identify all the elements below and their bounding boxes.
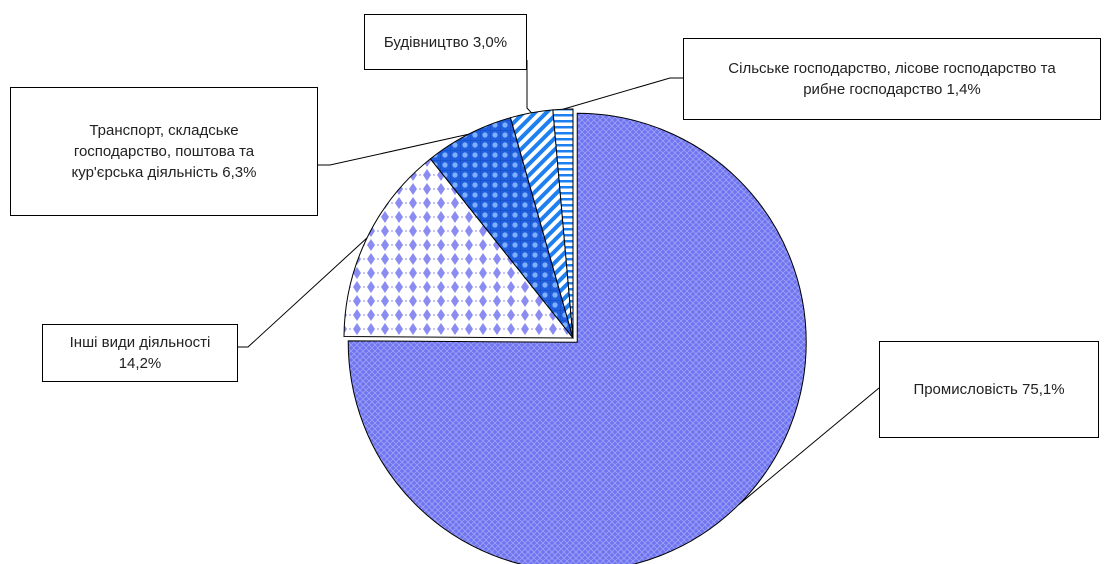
slice-label-transport: Транспорт, складське господарство, пошто… (10, 87, 318, 216)
slice-label-other-line1: Інші види діяльності (69, 334, 211, 351)
slice-label-industry-text: Промисловість 75,1% (913, 381, 1065, 398)
leader-line-industry (738, 387, 880, 506)
slice-label-industry: Промисловість 75,1% (879, 341, 1099, 438)
slice-label-other-line2: 14,2% (118, 355, 162, 372)
slice-label-transport-line1: Транспорт, складське (89, 122, 239, 139)
slice-label-other: Інші види діяльності 14,2% (42, 324, 238, 382)
slice-label-construction: Будівництво 3,0% (364, 14, 527, 70)
leader-line-construction (526, 60, 532, 114)
slice-label-construction-text: Будівництво 3,0% (383, 33, 508, 51)
slice-label-agriculture-line1: Сільське господарство, лісове господарст… (728, 60, 1056, 77)
slice-label-transport-line2: господарство, поштова та (73, 143, 255, 160)
pie-slice-other (343, 158, 575, 339)
leader-line-agriculture (562, 77, 683, 110)
leader-lines (238, 60, 880, 506)
slice-label-transport-line3: кур'єрська діяльність 6,3% (71, 164, 257, 181)
slice-label-agriculture-line2: рибне господарство 1,4% (803, 81, 981, 98)
leader-line-transport (318, 133, 469, 166)
pie-slices (343, 108, 807, 564)
slice-label-agriculture: Сільське господарство, лісове господарст… (683, 38, 1101, 120)
leader-line-other (238, 237, 368, 348)
